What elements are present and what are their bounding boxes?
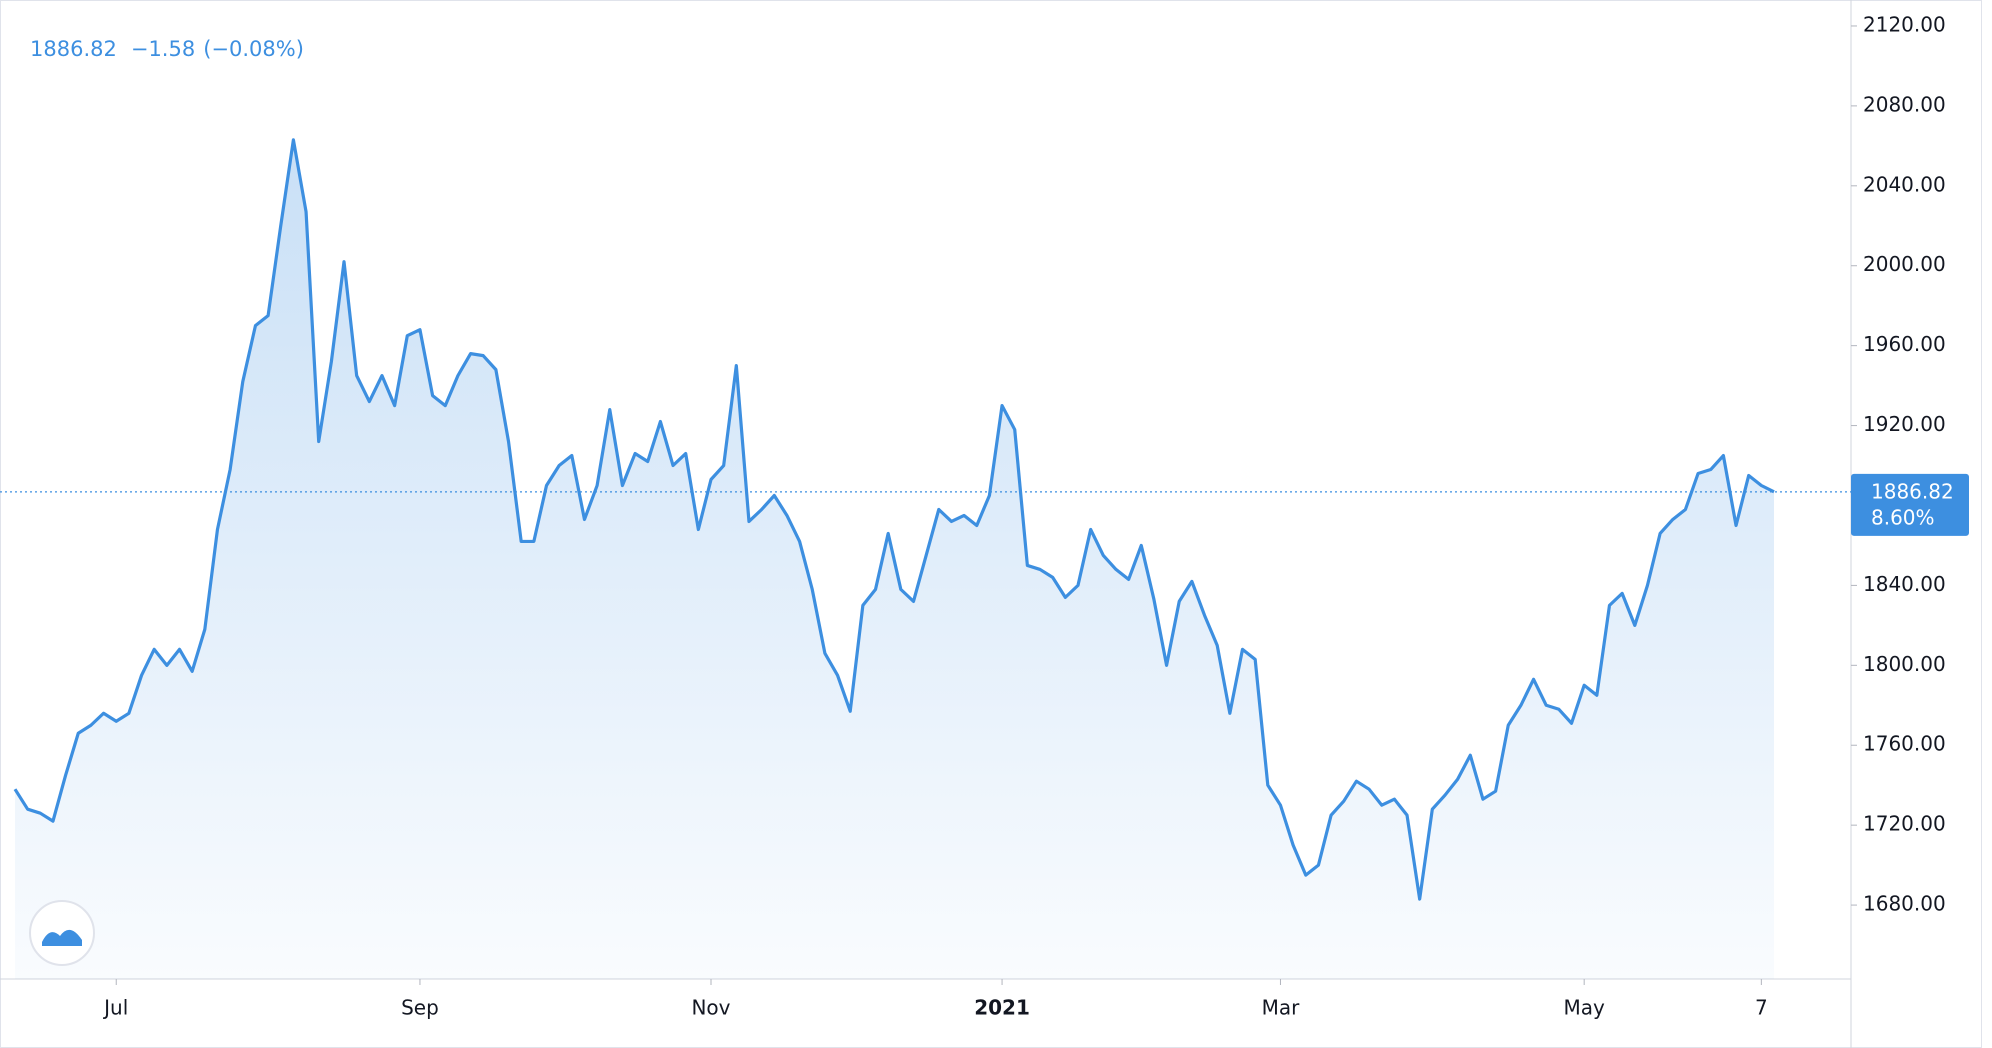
y-tick-label: 2080.00 — [1863, 92, 1946, 116]
logo-icon[interactable] — [42, 929, 82, 946]
y-tick-label: 2000.00 — [1863, 252, 1946, 276]
plot-area — [13, 138, 1775, 980]
y-tick-label: 1840.00 — [1863, 572, 1946, 596]
price-tag — [1851, 473, 1969, 536]
area-fill — [15, 139, 1774, 980]
y-tick-label: 2120.00 — [1863, 12, 1946, 36]
x-tick-label: 2021 — [974, 996, 1030, 1020]
y-tick-label: 1720.00 — [1863, 812, 1946, 836]
x-tick-label: May — [1564, 996, 1606, 1020]
y-tick-label: 1680.00 — [1863, 892, 1946, 916]
y-tick-label: 1920.00 — [1863, 412, 1946, 436]
y-tick-label: 2040.00 — [1863, 172, 1946, 196]
change: −1.58 — [131, 37, 195, 61]
last-price: 1886.82 — [30, 37, 117, 61]
y-tick-label: 1800.00 — [1863, 652, 1946, 676]
y-tick-label: 1960.00 — [1863, 332, 1946, 356]
x-tick-label: 7 — [1755, 996, 1768, 1020]
x-tick-label: Jul — [102, 996, 128, 1020]
legend-header: 1886.82 −1.58 (−0.08%) — [30, 37, 304, 61]
price-line — [13, 138, 1775, 901]
x-tick-label: Sep — [401, 996, 439, 1020]
y-tick-label: 1760.00 — [1863, 732, 1946, 756]
logo[interactable] — [29, 900, 95, 966]
change-percent: (−0.08%) — [203, 37, 304, 61]
price-tag-value: 1886.82 — [1871, 479, 1954, 503]
logo-circle[interactable] — [29, 900, 95, 966]
x-tick-label: Mar — [1262, 996, 1301, 1020]
price-tag-change: 8.60% — [1871, 505, 1935, 529]
x-tick-label: Nov — [691, 996, 730, 1020]
